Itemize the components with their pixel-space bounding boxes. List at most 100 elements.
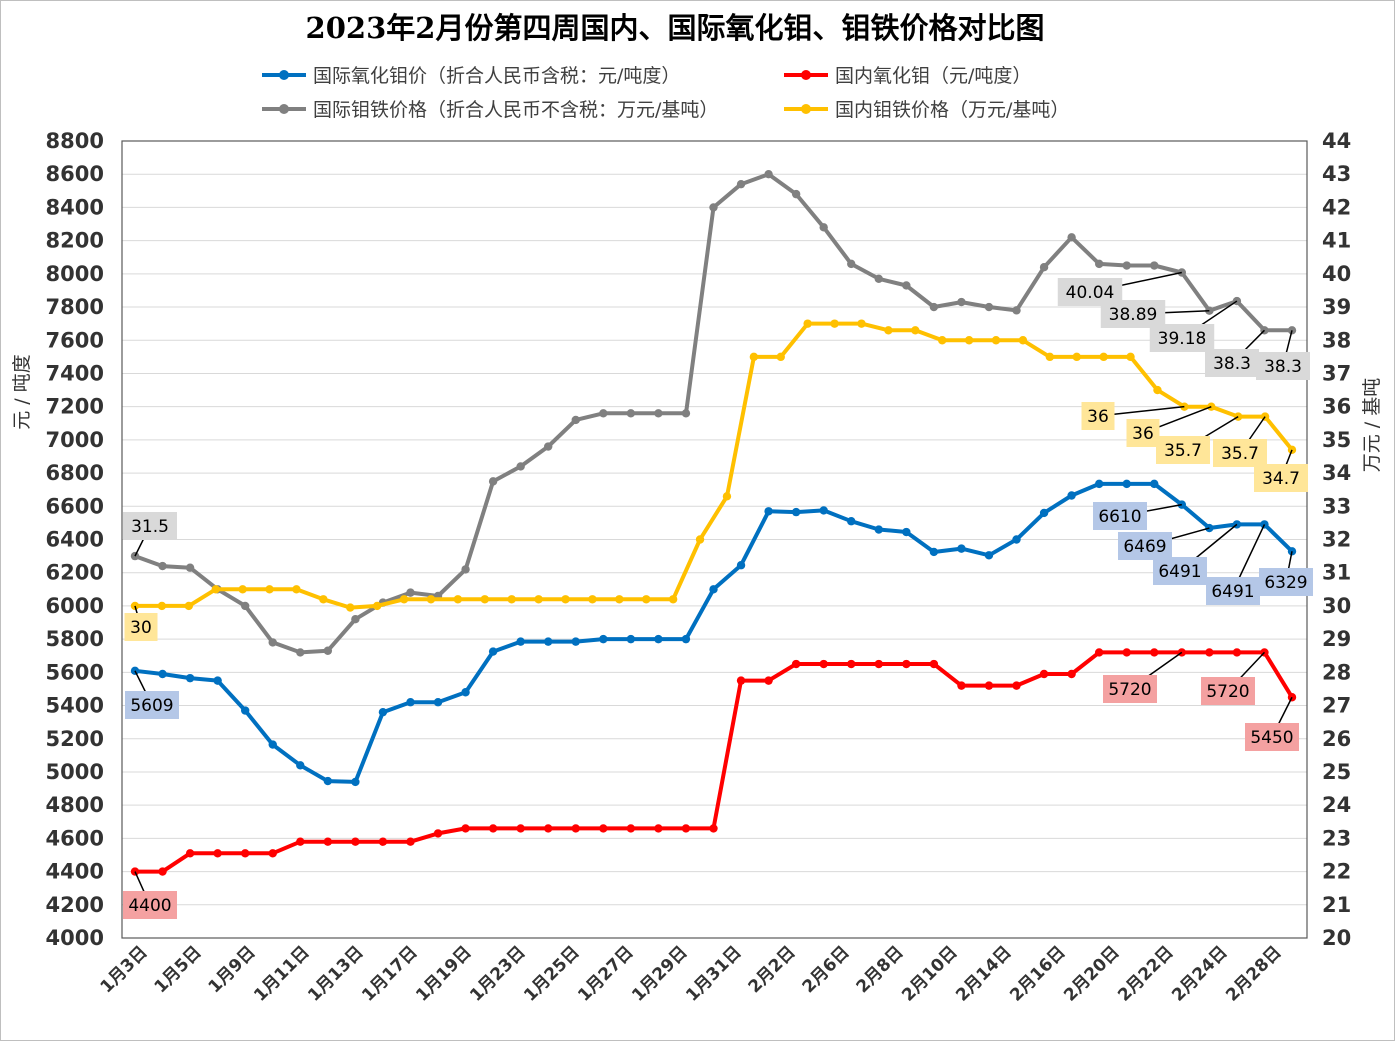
x-tick-label: 1月9日 [205, 942, 260, 997]
data-label: 36 [1132, 424, 1154, 444]
data-label-box [1256, 352, 1310, 380]
series-layer [130, 170, 1297, 876]
data-point [351, 777, 360, 787]
data-point [571, 824, 580, 833]
data-point [1072, 352, 1081, 362]
data-point [857, 319, 866, 328]
data-point [1260, 412, 1270, 421]
data-label: 6610 [1098, 507, 1141, 527]
data-point [626, 409, 636, 418]
data-point [736, 179, 746, 189]
data-point [847, 517, 856, 526]
right-tick-label: 29 [1322, 627, 1351, 651]
data-point [488, 647, 498, 656]
data-point [351, 837, 360, 846]
left-tick-label: 8000 [46, 262, 104, 286]
data-point [319, 595, 328, 604]
data-point [626, 824, 636, 833]
x-tick-label: 1月29日 [628, 942, 691, 1005]
data-label: 5720 [1206, 682, 1249, 702]
right-axis-title: 万元 / 基吨 [1361, 378, 1383, 472]
data-point [791, 189, 801, 199]
data-point [426, 595, 436, 604]
right-tick-label: 41 [1322, 229, 1351, 253]
data-label: 31.5 [131, 517, 169, 537]
x-tick-label: 2月28日 [1222, 942, 1285, 1005]
right-tick-label: 34 [1322, 461, 1351, 485]
data-point [1180, 402, 1189, 411]
data-point [571, 637, 580, 646]
data-label: 35.7 [1164, 441, 1202, 461]
data-label: 6491 [1211, 582, 1254, 602]
data-point [599, 824, 608, 833]
x-tick-label: 2月10日 [898, 942, 961, 1005]
data-point [776, 352, 785, 362]
data-point [296, 761, 305, 770]
data-point [488, 477, 498, 486]
data-label: 5609 [130, 696, 173, 716]
data-label-box [1149, 324, 1215, 352]
data-point [1150, 479, 1159, 489]
data-point [213, 849, 222, 858]
data-point [588, 595, 597, 604]
data-label: 38.3 [1213, 354, 1251, 374]
data-point [378, 707, 388, 717]
left-tick-label: 6800 [46, 461, 104, 485]
left-tick-label: 8400 [46, 195, 104, 219]
data-point [544, 824, 553, 833]
data-label-box [125, 691, 179, 719]
data-point [461, 688, 470, 697]
data-point [406, 698, 415, 707]
x-tick-label: 2月8日 [853, 942, 908, 997]
data-point [681, 409, 691, 418]
data-point [1094, 648, 1104, 657]
x-axis-ticks: 1月3日 1月5日 1月9日1月11日1月13日1月17日1月19日1月23日1月2… [97, 942, 1286, 1005]
x-tick-label: 2月24日 [1168, 942, 1231, 1005]
data-point [399, 595, 409, 604]
data-point [957, 297, 966, 307]
data-point [929, 547, 939, 557]
right-tick-label: 30 [1322, 594, 1351, 618]
data-point [1094, 259, 1104, 269]
right-tick-label: 20 [1322, 926, 1351, 950]
data-point [1039, 508, 1049, 518]
data-point [158, 561, 167, 571]
left-tick-label: 7200 [46, 395, 104, 419]
x-tick-label: 2月2日 [745, 942, 800, 997]
right-axis-ticks: 20 21 22 23 24 25 26 27 28 29 30 31 32 33 34 35 36 37 38 39… [1322, 129, 1351, 950]
data-point [599, 634, 608, 644]
data-point [874, 659, 883, 669]
data-point [453, 595, 463, 604]
legend: 国际氧化钼价（折合人民币含税：元/吨度） 国内氧化钼（元/吨度） 国际钼铁价格（折合… [262, 65, 1069, 121]
data-point [268, 638, 277, 647]
data-point [158, 669, 167, 679]
data-label: 5450 [1250, 728, 1293, 748]
data-point [372, 601, 382, 611]
data-point [722, 492, 732, 501]
data-point [1099, 352, 1108, 362]
data-point [668, 595, 678, 604]
x-tick-label: 1月27日 [574, 942, 637, 1005]
x-tick-label: 1月3日 [97, 942, 152, 997]
left-axis-title: 元 / 吨度 [11, 354, 33, 429]
data-label-box [1245, 723, 1299, 751]
left-tick-label: 4200 [46, 893, 104, 917]
left-tick-label: 6000 [46, 594, 104, 618]
data-point [268, 740, 277, 749]
data-label-box [1153, 557, 1207, 585]
data-point [874, 525, 883, 534]
data-point [709, 203, 718, 212]
data-point [1067, 491, 1076, 500]
x-tick-label: 2月14日 [952, 942, 1015, 1005]
data-point [1045, 352, 1055, 362]
data-point [984, 681, 994, 690]
data-label: 6329 [1264, 573, 1307, 593]
right-tick-label: 38 [1322, 328, 1351, 352]
data-point [1233, 412, 1243, 421]
data-point [736, 676, 746, 685]
right-tick-label: 27 [1322, 694, 1351, 718]
right-tick-label: 21 [1322, 893, 1351, 917]
right-tick-label: 33 [1322, 494, 1351, 518]
data-label-box [123, 891, 177, 919]
data-point [1018, 336, 1028, 345]
